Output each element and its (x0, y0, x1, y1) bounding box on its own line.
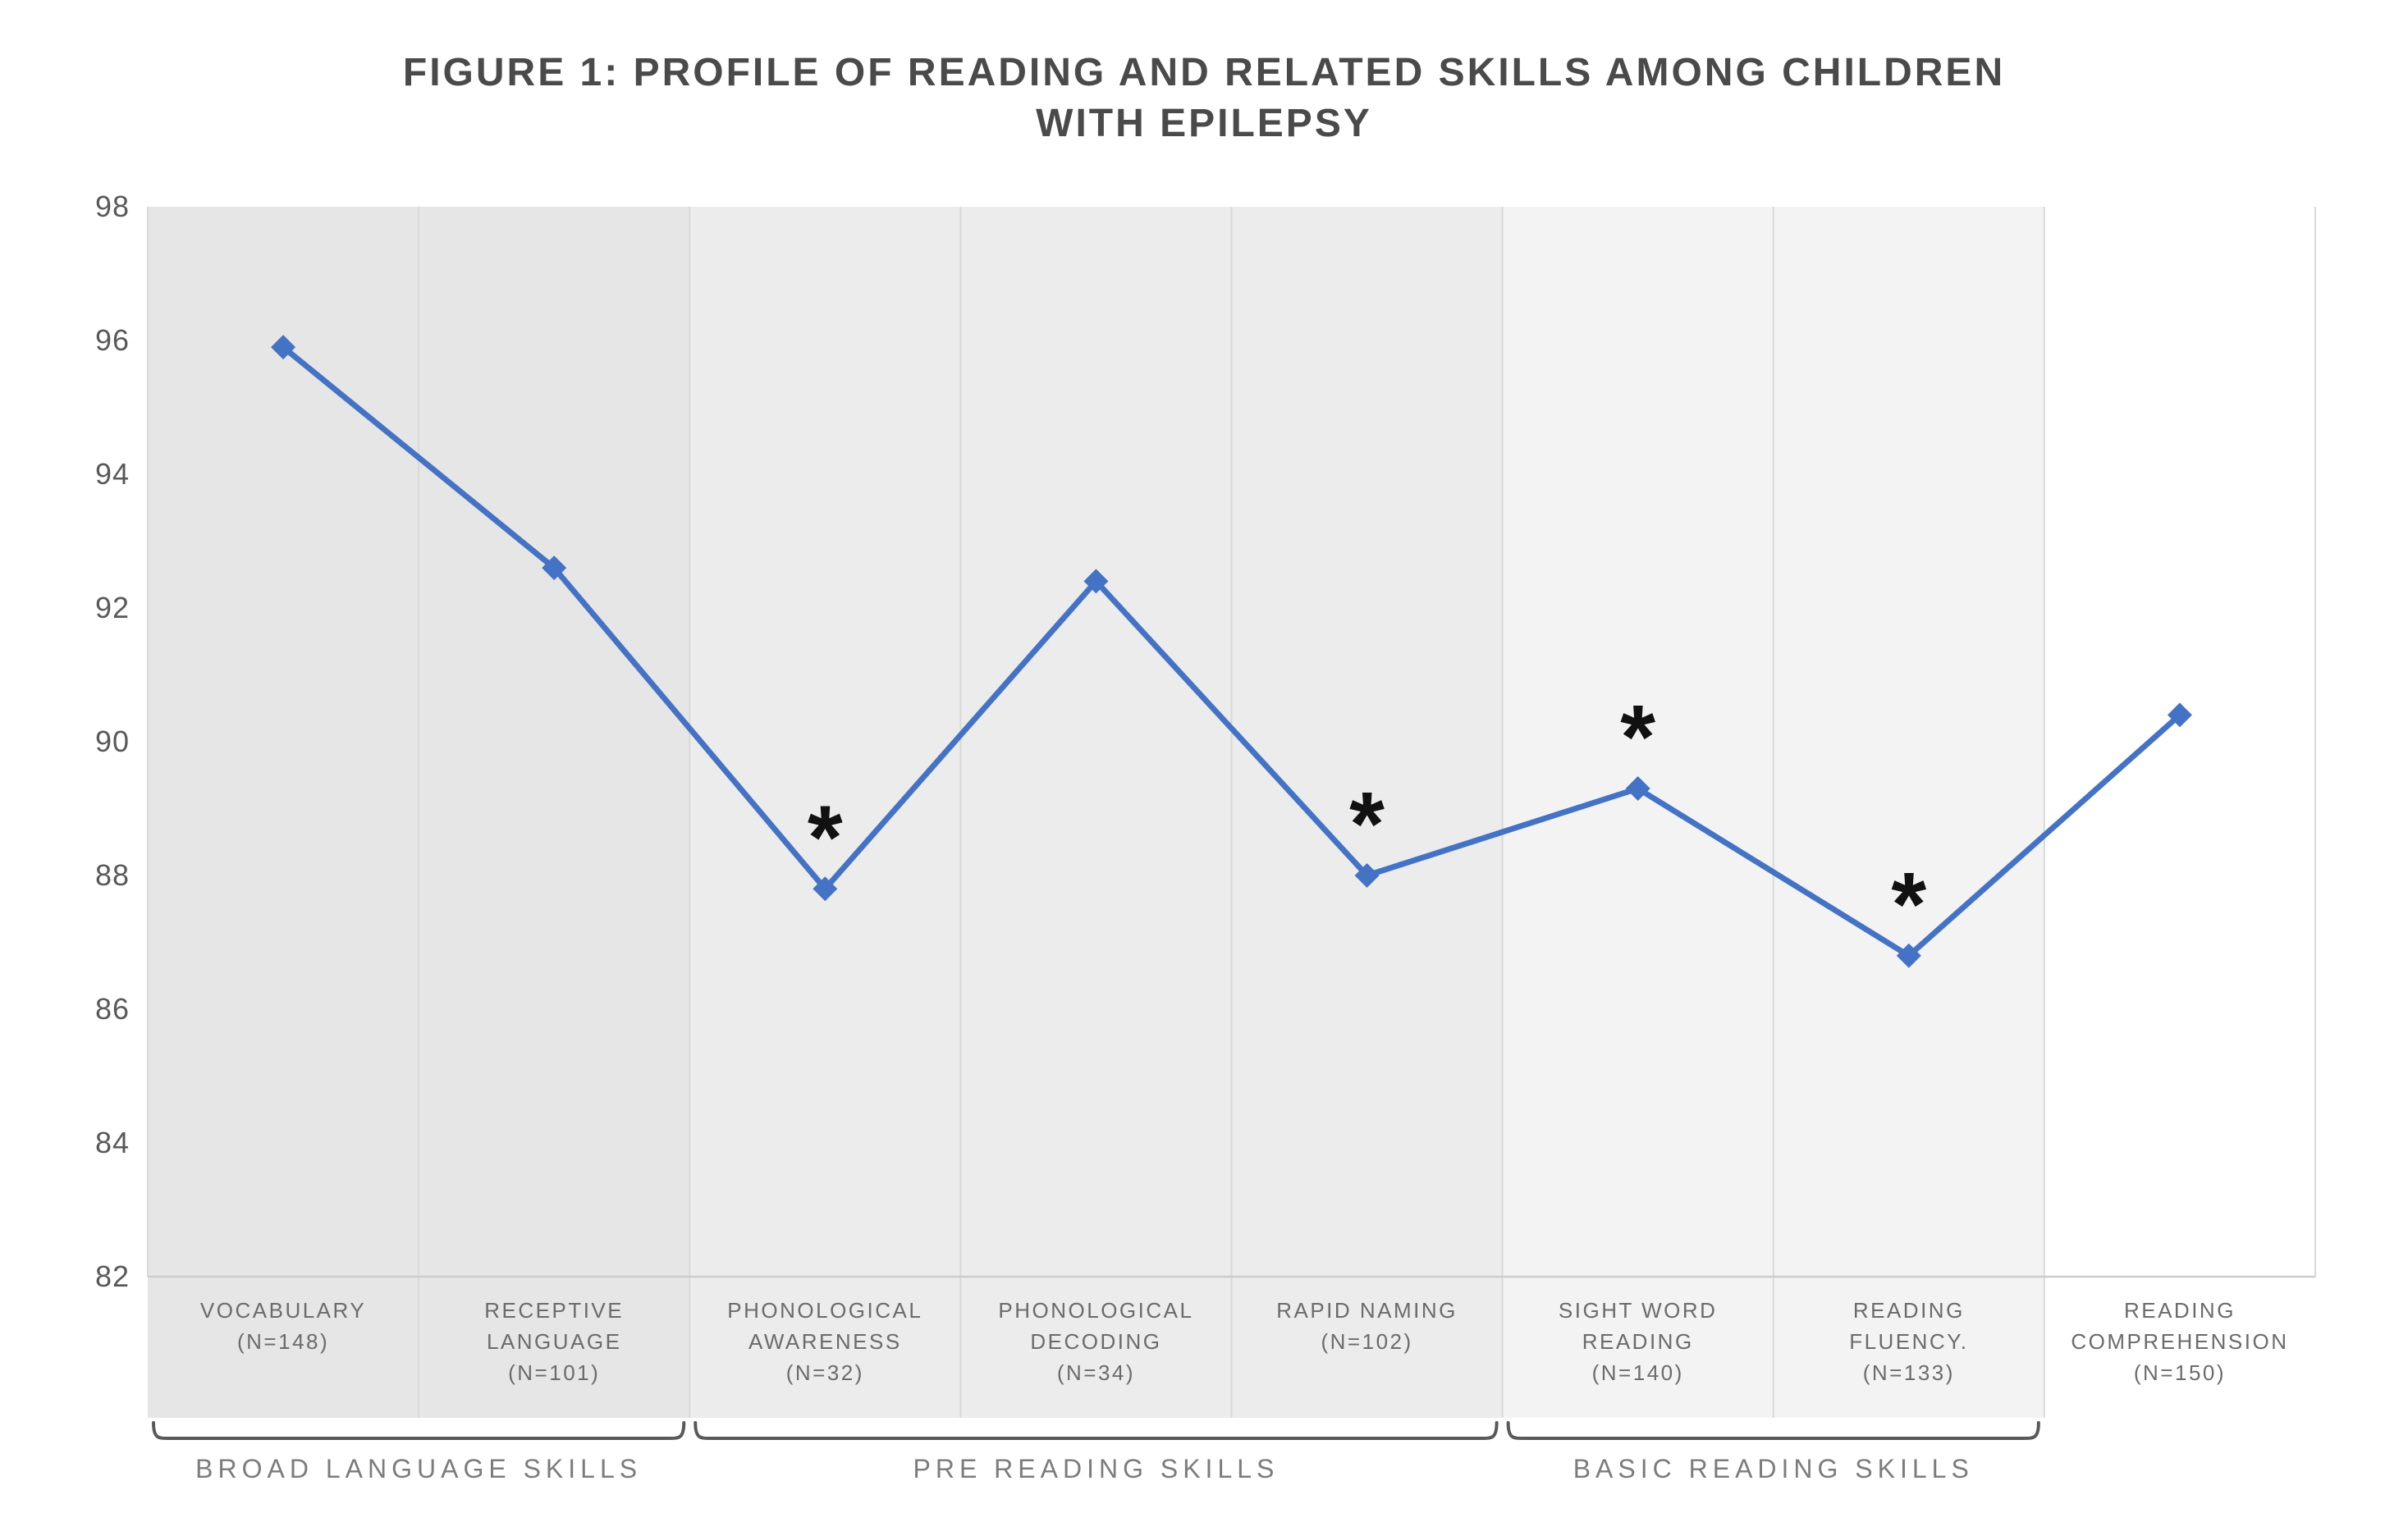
category-label: RAPID NAMING (N=102) (1276, 1298, 1458, 1354)
significance-asterisk: * (808, 787, 843, 888)
y-tick-label: 98 (95, 190, 130, 223)
group-bracket (1506, 1421, 2040, 1440)
group-bracket (152, 1421, 686, 1440)
data-point-marker (1896, 943, 1921, 968)
y-tick-label: 90 (95, 725, 130, 758)
significance-asterisk: * (1349, 774, 1385, 875)
group-label: BROAD LANGUAGE SKILLS (195, 1454, 643, 1483)
data-point-marker (1083, 569, 1109, 594)
category-label: PHONOLOGICAL DECODING (N=34) (998, 1298, 1194, 1385)
group-bracket (694, 1421, 1499, 1440)
figure-title: FIGURE 1: PROFILE OF READING AND RELATED… (0, 48, 2408, 149)
data-line (280, 344, 2183, 959)
data-point-marker (542, 555, 567, 581)
y-tick-label: 86 (95, 992, 130, 1026)
category-label: READING COMPREHENSION (N=150) (2071, 1298, 2289, 1385)
category-label: READING FLUENCY. (N=133) (1849, 1298, 1969, 1385)
y-tick-label: 82 (95, 1259, 130, 1293)
y-tick-label: 92 (95, 591, 130, 624)
y-tick-label: 94 (95, 457, 130, 491)
figure-title-line2: WITH EPILEPSY (1036, 102, 1372, 145)
data-point-marker (813, 876, 838, 902)
plot-band (2044, 207, 2315, 1418)
group-label: PRE READING SKILLS (913, 1454, 1280, 1483)
figure-title-line1: FIGURE 1: PROFILE OF READING AND RELATED… (402, 51, 2006, 94)
data-point-marker (271, 335, 296, 360)
category-label: SIGHT WORD READING (N=140) (1558, 1298, 1718, 1385)
data-point-marker (1625, 776, 1650, 802)
category-label: RECEPTIVE LANGUAGE (N=101) (484, 1298, 625, 1385)
y-tick-label: 84 (95, 1126, 130, 1159)
category-label: PHONOLOGICAL AWARENESS (N=32) (727, 1298, 923, 1385)
category-label: VOCABULARY (N=148) (199, 1298, 367, 1354)
group-label: BASIC READING SKILLS (1573, 1454, 1974, 1483)
plot-band (689, 207, 1503, 1418)
data-point-marker (1354, 863, 1380, 888)
significance-asterisk: * (1891, 854, 1926, 955)
y-tick-label: 96 (95, 323, 130, 357)
data-point-marker (2167, 702, 2192, 728)
significance-asterisk: * (1620, 687, 1655, 788)
y-tick-label: 88 (95, 858, 130, 892)
